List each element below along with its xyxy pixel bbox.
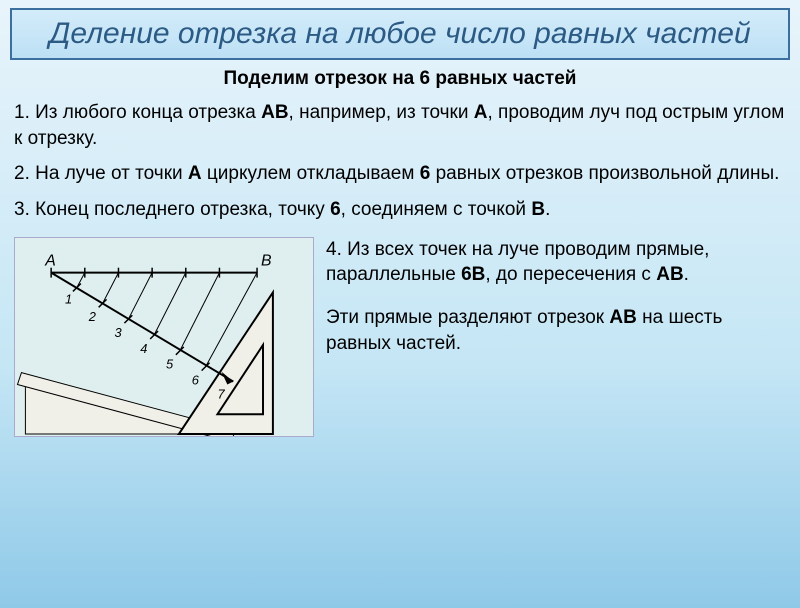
step-4: 4. Из всех точек на луче проводим прямые… [326,237,786,288]
subtitle: Поделим отрезок на 6 равных частей [0,68,800,90]
title-box: Деление отрезка на любое число равных ча… [10,8,790,60]
text: , до пересечения с [485,264,656,285]
conclusion: Эти прямые разделяют отрезок АВ на шесть… [326,305,786,356]
tick-label: 7 [217,386,225,401]
bold: АВ [261,102,288,123]
text: 2. На луче от точки [14,163,188,184]
text: 3. Конец последнего отрезка, точку [14,199,330,220]
text: , соединяем с точкой [341,199,532,220]
tick-label: 5 [166,356,174,371]
lower-row: А В 1 2 3 4 5 6 7 4. Из всех точек на лу… [0,233,800,437]
right-column: 4. Из всех точек на луче проводим прямые… [326,237,786,437]
bold: АВ [609,307,636,328]
step-3: 3. Конец последнего отрезка, точку 6, со… [14,197,786,223]
label-a: А [44,252,56,269]
text: , например, из точки [289,102,474,123]
tick-label: 3 [114,325,122,340]
text: . [684,264,689,285]
tick-label: 4 [140,340,147,355]
bold: В [531,199,545,220]
bold: 6В [461,264,485,285]
bold: 6 [330,199,341,220]
bold: А [474,102,488,123]
tick-label: 2 [88,309,96,324]
text: Эти прямые разделяют отрезок [326,307,609,328]
text: . [545,199,550,220]
bold: А [188,163,202,184]
text: циркулем откладываем [202,163,420,184]
step-2: 2. На луче от точки А циркулем откладыва… [14,161,786,187]
label-b: В [261,252,272,269]
text: равных отрезков произвольной длины. [430,163,779,184]
text: 1. Из любого конца отрезка [14,102,261,123]
instructions: 1. Из любого конца отрезка АВ, например,… [0,100,800,223]
diagram-figure: А В 1 2 3 4 5 6 7 [14,237,314,437]
bold: АВ [656,264,683,285]
step-1: 1. Из любого конца отрезка АВ, например,… [14,100,786,151]
page-title: Деление отрезка на любое число равных ча… [22,16,778,52]
tick-label: 1 [65,291,72,306]
tick-label: 6 [192,372,200,387]
bold: 6 [420,163,431,184]
